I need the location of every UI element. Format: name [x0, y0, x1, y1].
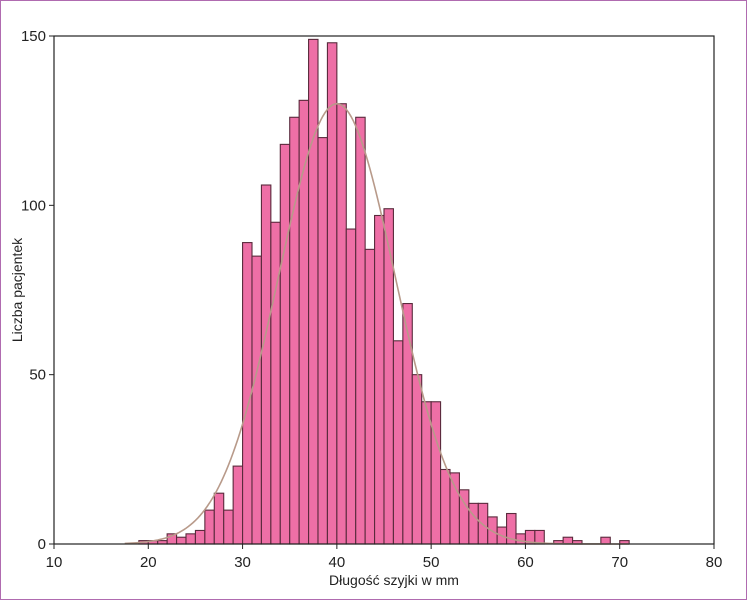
histogram-bar [251, 255, 262, 545]
x-tick-label: 10 [46, 554, 63, 571]
histogram-bar [515, 533, 526, 545]
histogram-bar [392, 340, 404, 545]
histogram-bar [336, 103, 347, 545]
histogram-bar [270, 221, 281, 545]
histogram-bar [260, 184, 272, 545]
y-axis-title: Liczba pacjentek [9, 237, 25, 342]
histogram-bar [402, 302, 413, 545]
histogram-bar [279, 143, 291, 545]
histogram-bar [326, 42, 338, 545]
histogram-bar [374, 214, 385, 545]
y-tick-label: 100 [21, 197, 46, 214]
histogram-bar [449, 472, 460, 545]
histogram-bar [308, 38, 319, 545]
histogram-bar [176, 536, 187, 545]
y-tick-label: 150 [21, 28, 46, 45]
x-tick-label: 30 [234, 554, 251, 571]
x-tick-label: 80 [706, 554, 723, 571]
plot-area-border [53, 35, 715, 545]
y-tick-label: 0 [38, 536, 46, 553]
normal-fit-curve [124, 102, 630, 545]
histogram-bar [194, 529, 206, 545]
histogram-bar [289, 116, 300, 545]
histogram-bar [430, 401, 442, 545]
x-tick-label: 60 [517, 554, 534, 571]
histogram-bar [411, 374, 423, 545]
x-axis-ticks: 10 20 30 40 50 60 70 80 [46, 544, 723, 571]
histogram-bar [185, 533, 196, 545]
histogram-bar [204, 509, 215, 545]
x-tick-label: 40 [329, 554, 346, 571]
x-axis-title: Długość szyjki w mm [329, 572, 459, 588]
y-axis-ticks: 0 50 100 150 [21, 28, 54, 553]
histogram-bar [355, 116, 366, 545]
y-tick-label: 50 [29, 367, 46, 384]
histogram-bar [345, 228, 357, 545]
histogram-bar [421, 401, 432, 545]
histogram-bar [364, 248, 376, 545]
histogram-bars [138, 38, 630, 545]
histogram-bar [440, 468, 451, 545]
histogram-bar [223, 509, 234, 545]
x-tick-label: 20 [140, 554, 157, 571]
histogram-bar [213, 492, 225, 545]
histogram-bar [232, 465, 244, 545]
histogram-bar [600, 536, 611, 545]
x-tick-label: 50 [423, 554, 440, 571]
histogram-bar [468, 502, 479, 545]
histogram-bar [317, 137, 328, 545]
x-tick-label: 70 [611, 554, 628, 571]
